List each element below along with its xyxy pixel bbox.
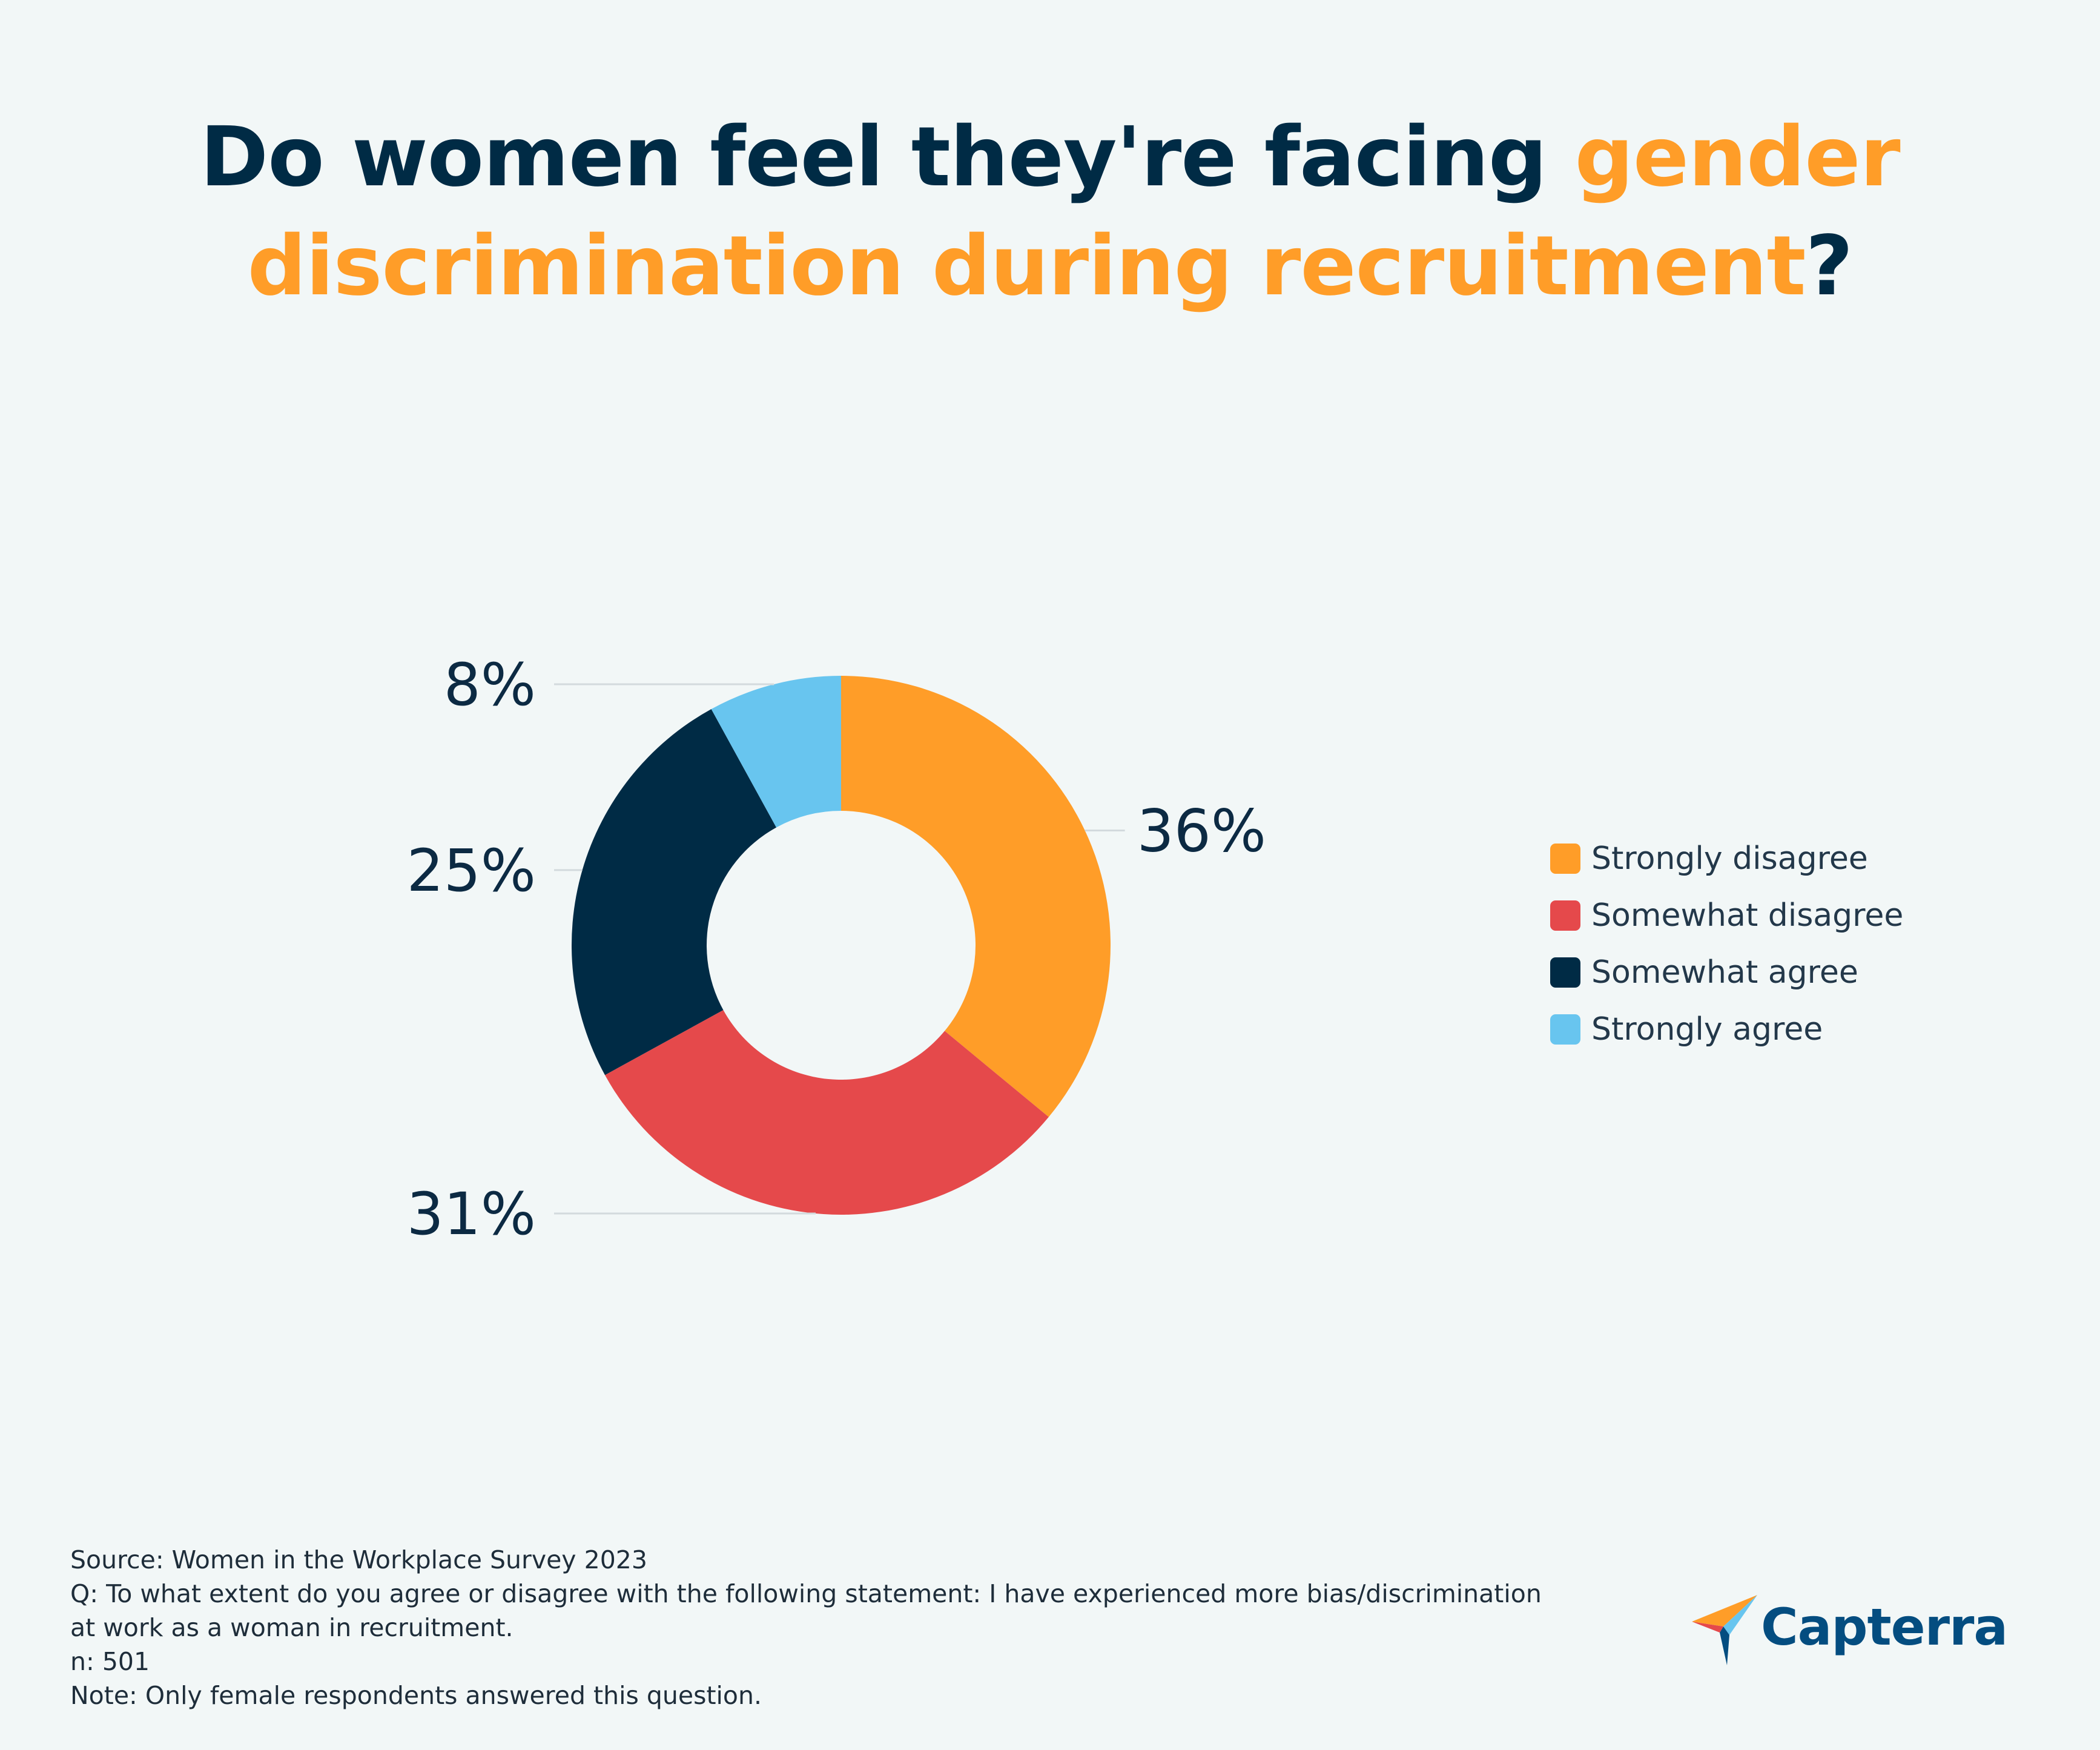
- legend-swatch: [1550, 844, 1580, 874]
- question-text-line-1: Q: To what extent do you agree or disagr…: [70, 1579, 1542, 1608]
- chart-value-labels: 36% 31% 25% 8%: [407, 651, 1266, 1248]
- legend-label: Somewhat disagree: [1591, 897, 1903, 934]
- source-text: Source: Women in the Workplace Survey 20…: [70, 1545, 647, 1574]
- chart-legend: Strongly disagree Somewhat disagree Somewh…: [1550, 840, 1903, 1048]
- slice-somewhat-disagree: [605, 1009, 1049, 1215]
- chart-slices: [572, 676, 1111, 1215]
- title-line-1: Do women feel they're facing gender: [0, 103, 2100, 212]
- legend-label: Somewhat agree: [1591, 954, 1858, 991]
- title-part-1: Do women feel they're facing: [200, 110, 1575, 205]
- sample-size-text: n: 501: [70, 1647, 150, 1676]
- value-label: 25%: [407, 837, 536, 905]
- footer-notes: Source: Women in the Workplace Survey 20…: [70, 1543, 1669, 1712]
- note-text: Note: Only female respondents answered t…: [70, 1681, 762, 1710]
- value-label: 31%: [407, 1180, 536, 1248]
- slice-strongly-disagree: [841, 676, 1111, 1117]
- value-label: 36%: [1137, 797, 1266, 865]
- slice-strongly-agree: [711, 676, 841, 828]
- page-title: Do women feel they're facing gender disc…: [0, 103, 2100, 321]
- title-accent-1: gender: [1574, 110, 1901, 205]
- logo-text: Capterra: [1761, 1597, 2008, 1657]
- legend-swatch: [1550, 1014, 1580, 1045]
- title-accent-2: discrimination during recruitment: [247, 219, 1806, 314]
- donut-chart: 36% 31% 25% 8% Strongly disagree Somewhat di…: [407, 651, 1904, 1248]
- title-part-4: ?: [1805, 219, 1854, 314]
- legend-label: Strongly disagree: [1591, 840, 1868, 877]
- question-text-line-2: at work as a woman in recruitment.: [70, 1613, 513, 1642]
- legend-swatch: [1550, 900, 1580, 931]
- capterra-logo: Capterra: [1689, 1590, 2029, 1669]
- capterra-arrow-icon: [1692, 1595, 1757, 1665]
- legend-swatch: [1550, 957, 1580, 988]
- legend-label: Strongly agree: [1591, 1011, 1823, 1048]
- value-label: 8%: [444, 651, 536, 719]
- slice-somewhat-agree: [572, 709, 777, 1075]
- title-line-2: discrimination during recruitment?: [0, 212, 2100, 321]
- chart-leader-lines: [554, 683, 1125, 1215]
